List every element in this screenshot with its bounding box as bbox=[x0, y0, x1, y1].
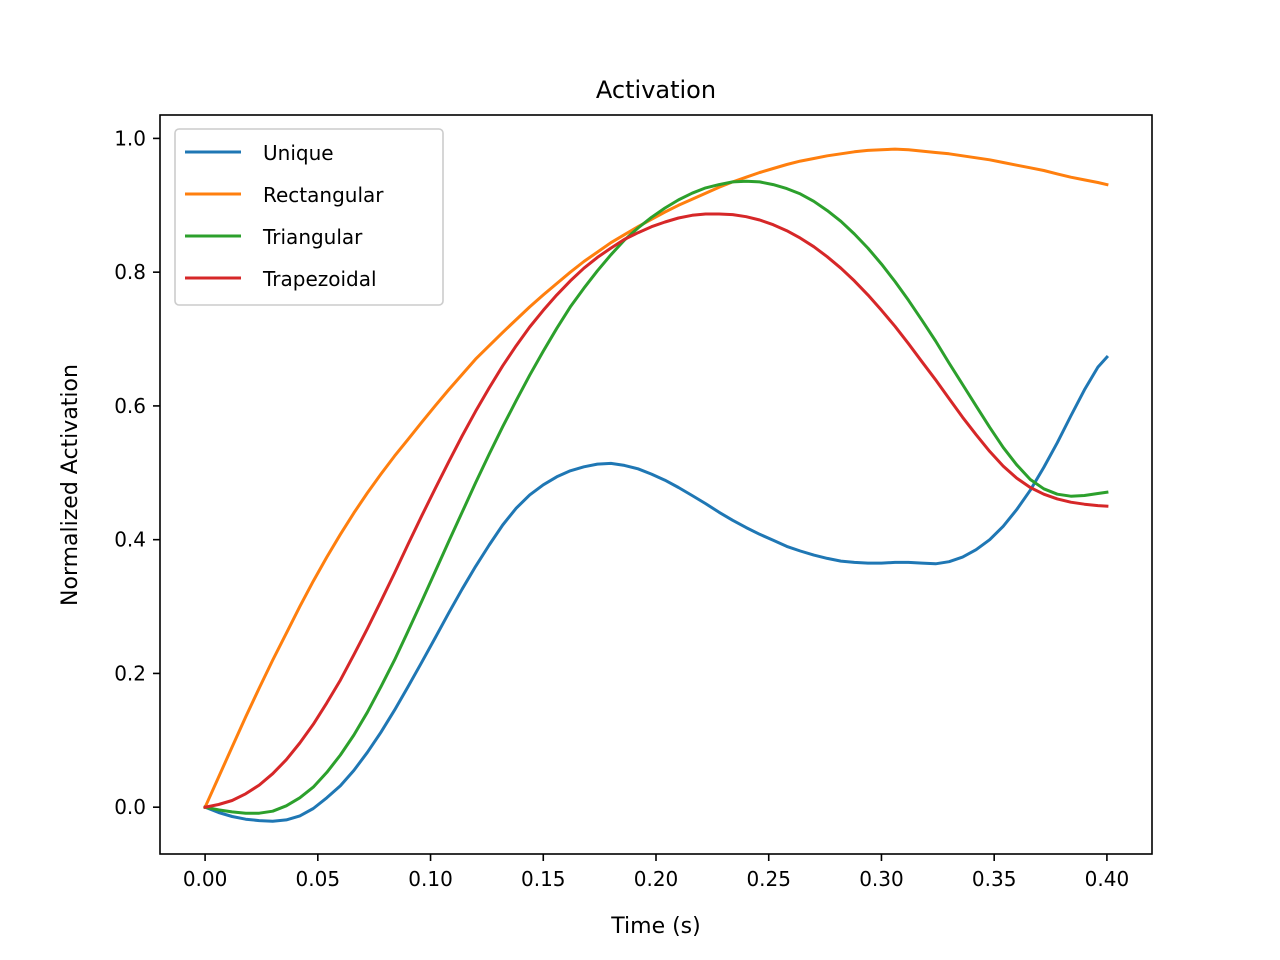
plot-area bbox=[203, 147, 1110, 823]
x-tick-label: 0.10 bbox=[408, 867, 453, 891]
y-tick-label: 0.2 bbox=[114, 661, 146, 685]
axis-ticks: 0.00 0.05 0.10 0.15 0.20 0.25 0.30 0.35 0.40 0.0 0… bbox=[114, 126, 1129, 891]
legend-label-unique: Unique bbox=[263, 141, 334, 165]
legend-label-trapezoidal: Trapezoidal bbox=[262, 267, 377, 291]
series-line-trapezoidal bbox=[203, 212, 1109, 809]
x-tick-label: 0.35 bbox=[972, 867, 1017, 891]
x-tick-label: 0.30 bbox=[859, 867, 904, 891]
y-tick-label: 0.8 bbox=[114, 260, 146, 284]
y-tick-label: 1.0 bbox=[114, 126, 146, 150]
legend-label-triangular: Triangular bbox=[262, 225, 363, 249]
series-line-unique bbox=[203, 354, 1110, 823]
series-line-triangular bbox=[203, 179, 1109, 815]
chart-title: Activation bbox=[596, 76, 716, 104]
y-axis-label: Normalized Activation bbox=[58, 364, 83, 606]
series-line-rectangular bbox=[203, 147, 1109, 810]
legend: Unique Rectangular Triangular Trapezoidal bbox=[174, 128, 444, 306]
x-tick-label: 0.25 bbox=[746, 867, 791, 891]
legend-box bbox=[174, 128, 444, 306]
x-tick-label: 0.00 bbox=[183, 867, 228, 891]
x-tick-label: 0.20 bbox=[634, 867, 679, 891]
y-tick-label: 0.0 bbox=[114, 795, 146, 819]
x-tick-label: 0.05 bbox=[296, 867, 341, 891]
x-axis-label: Time (s) bbox=[610, 914, 700, 939]
x-tick-label: 0.40 bbox=[1085, 867, 1130, 891]
legend-label-rectangular: Rectangular bbox=[263, 183, 384, 207]
y-tick-label: 0.6 bbox=[114, 394, 146, 418]
x-tick-label: 0.15 bbox=[521, 867, 566, 891]
y-tick-label: 0.4 bbox=[114, 528, 146, 552]
